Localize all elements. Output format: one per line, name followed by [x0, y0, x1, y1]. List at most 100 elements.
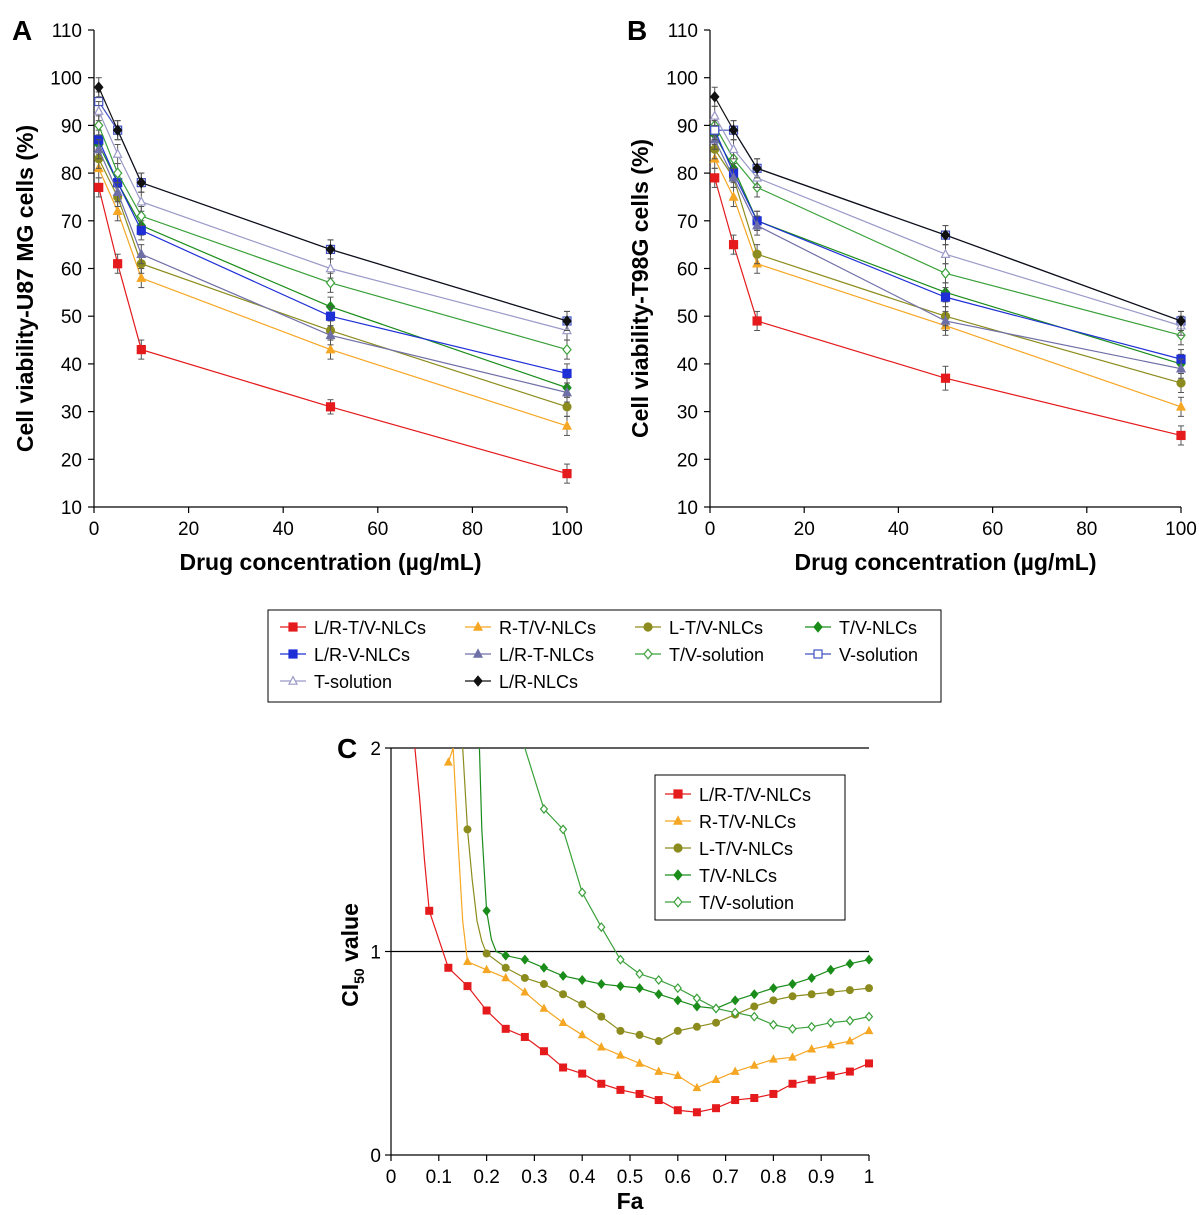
data-point	[578, 1000, 587, 1009]
data-point	[578, 974, 587, 986]
legend-label: T/V-NLCs	[699, 866, 777, 886]
x-tick-label: 0.6	[665, 1167, 691, 1188]
data-point	[769, 1054, 778, 1063]
y-tick-label: 40	[677, 355, 698, 376]
data-point	[654, 974, 663, 986]
data-point	[325, 277, 336, 289]
legend-marker	[473, 675, 483, 687]
x-tick-label: 0.9	[808, 1167, 834, 1188]
legend-c: L/R-T/V-NLCs R-T/V-NLCs L-T/V-NLCs T/V-NLCs…	[654, 774, 846, 921]
data-point	[673, 1026, 682, 1035]
legend-item: R-T/V-NLCs	[665, 812, 796, 832]
data-point	[712, 1104, 721, 1113]
y-tick-label: 100	[50, 69, 82, 90]
series-t-v-solution	[93, 115, 572, 360]
data-point	[845, 1067, 854, 1076]
data-point	[712, 1018, 721, 1027]
data-point	[562, 402, 572, 412]
data-point	[807, 1021, 816, 1032]
data-point	[749, 1060, 759, 1069]
x-tick-label: 0.8	[760, 1167, 786, 1188]
data-point	[136, 196, 147, 206]
y-axis-label: Cell viability-T98G cells (%)	[627, 139, 653, 438]
series-t-v-solution	[524, 748, 874, 1034]
data-point	[845, 1015, 855, 1026]
data-point	[752, 316, 762, 326]
data-point	[112, 186, 123, 196]
x-tick-label: 40	[273, 519, 294, 540]
data-point	[730, 1066, 740, 1075]
legend-item: V-solution	[805, 645, 918, 665]
legend-label: L-T/V-NLCs	[669, 618, 763, 638]
series-l-r-nlcs	[709, 86, 1186, 332]
y-tick-label: 50	[61, 307, 82, 328]
legend-item: T/V-NLCs	[665, 866, 777, 886]
x-tick-label: 1	[864, 1167, 875, 1188]
y-axis-label: CI50 value	[337, 903, 367, 1007]
x-axis-label: Fa	[617, 1188, 644, 1214]
data-point	[635, 1058, 644, 1067]
legend-frame	[267, 609, 942, 703]
legend-label: T/V-solution	[699, 893, 794, 913]
legend-marker	[673, 789, 683, 799]
data-point	[520, 1032, 529, 1041]
data-point	[864, 1059, 873, 1068]
y-tick-label: 2	[370, 739, 381, 760]
data-point	[864, 1011, 874, 1022]
data-point	[482, 964, 491, 974]
y-axis-label: Cell viability-U87 MG cells (%)	[12, 125, 38, 452]
data-point	[728, 143, 739, 154]
legend-marker	[813, 621, 823, 633]
data-point	[1176, 378, 1186, 388]
series-line	[714, 148, 1182, 384]
series-t-solution	[93, 101, 572, 341]
legend-marker	[473, 648, 483, 658]
data-point	[826, 1040, 836, 1049]
data-point	[845, 1036, 855, 1045]
data-point	[711, 1074, 721, 1084]
data-point	[940, 267, 951, 280]
series-l-t-v-nlcs	[462, 748, 873, 1046]
y-tick-label: 70	[677, 212, 698, 233]
y-tick-label: 50	[677, 307, 698, 328]
legend-label: T/V-solution	[669, 645, 764, 665]
legend-marker	[643, 648, 653, 660]
x-tick-label: 20	[178, 519, 199, 540]
data-point	[635, 968, 644, 979]
data-point	[501, 963, 510, 972]
x-tick-label: 60	[367, 519, 388, 540]
data-point	[578, 887, 587, 898]
data-point	[788, 1079, 797, 1088]
x-tick-label: 100	[551, 519, 583, 540]
x-tick-label: 0.3	[521, 1167, 547, 1188]
legend-item: L/R-T-NLCs	[465, 645, 594, 665]
data-point	[769, 983, 778, 994]
data-point	[807, 972, 816, 983]
data-point	[731, 1096, 740, 1105]
data-point	[113, 259, 123, 269]
data-point	[769, 1089, 778, 1098]
x-tick-label: 40	[888, 519, 909, 540]
legend-marker	[288, 675, 298, 685]
legend-marker	[673, 815, 683, 825]
data-point	[1176, 362, 1186, 373]
data-point	[826, 1071, 835, 1080]
data-point	[562, 469, 572, 479]
data-point	[616, 954, 625, 965]
data-point	[692, 1082, 702, 1092]
data-point	[826, 1017, 835, 1028]
data-point	[562, 386, 572, 397]
data-point	[635, 1030, 644, 1039]
legend-label: L/R-T/V-NLCs	[699, 785, 811, 805]
data-point	[325, 262, 336, 273]
data-point	[112, 205, 123, 216]
data-point	[578, 1069, 587, 1078]
data-point	[443, 757, 453, 766]
data-point	[728, 240, 739, 250]
data-point	[730, 1007, 740, 1018]
series-t-v-nlcs	[709, 124, 1186, 374]
x-tick-label: 0.5	[617, 1167, 643, 1188]
series-l-r-nlcs	[93, 77, 572, 332]
legend-item: L/R-T/V-NLCs	[665, 785, 811, 805]
